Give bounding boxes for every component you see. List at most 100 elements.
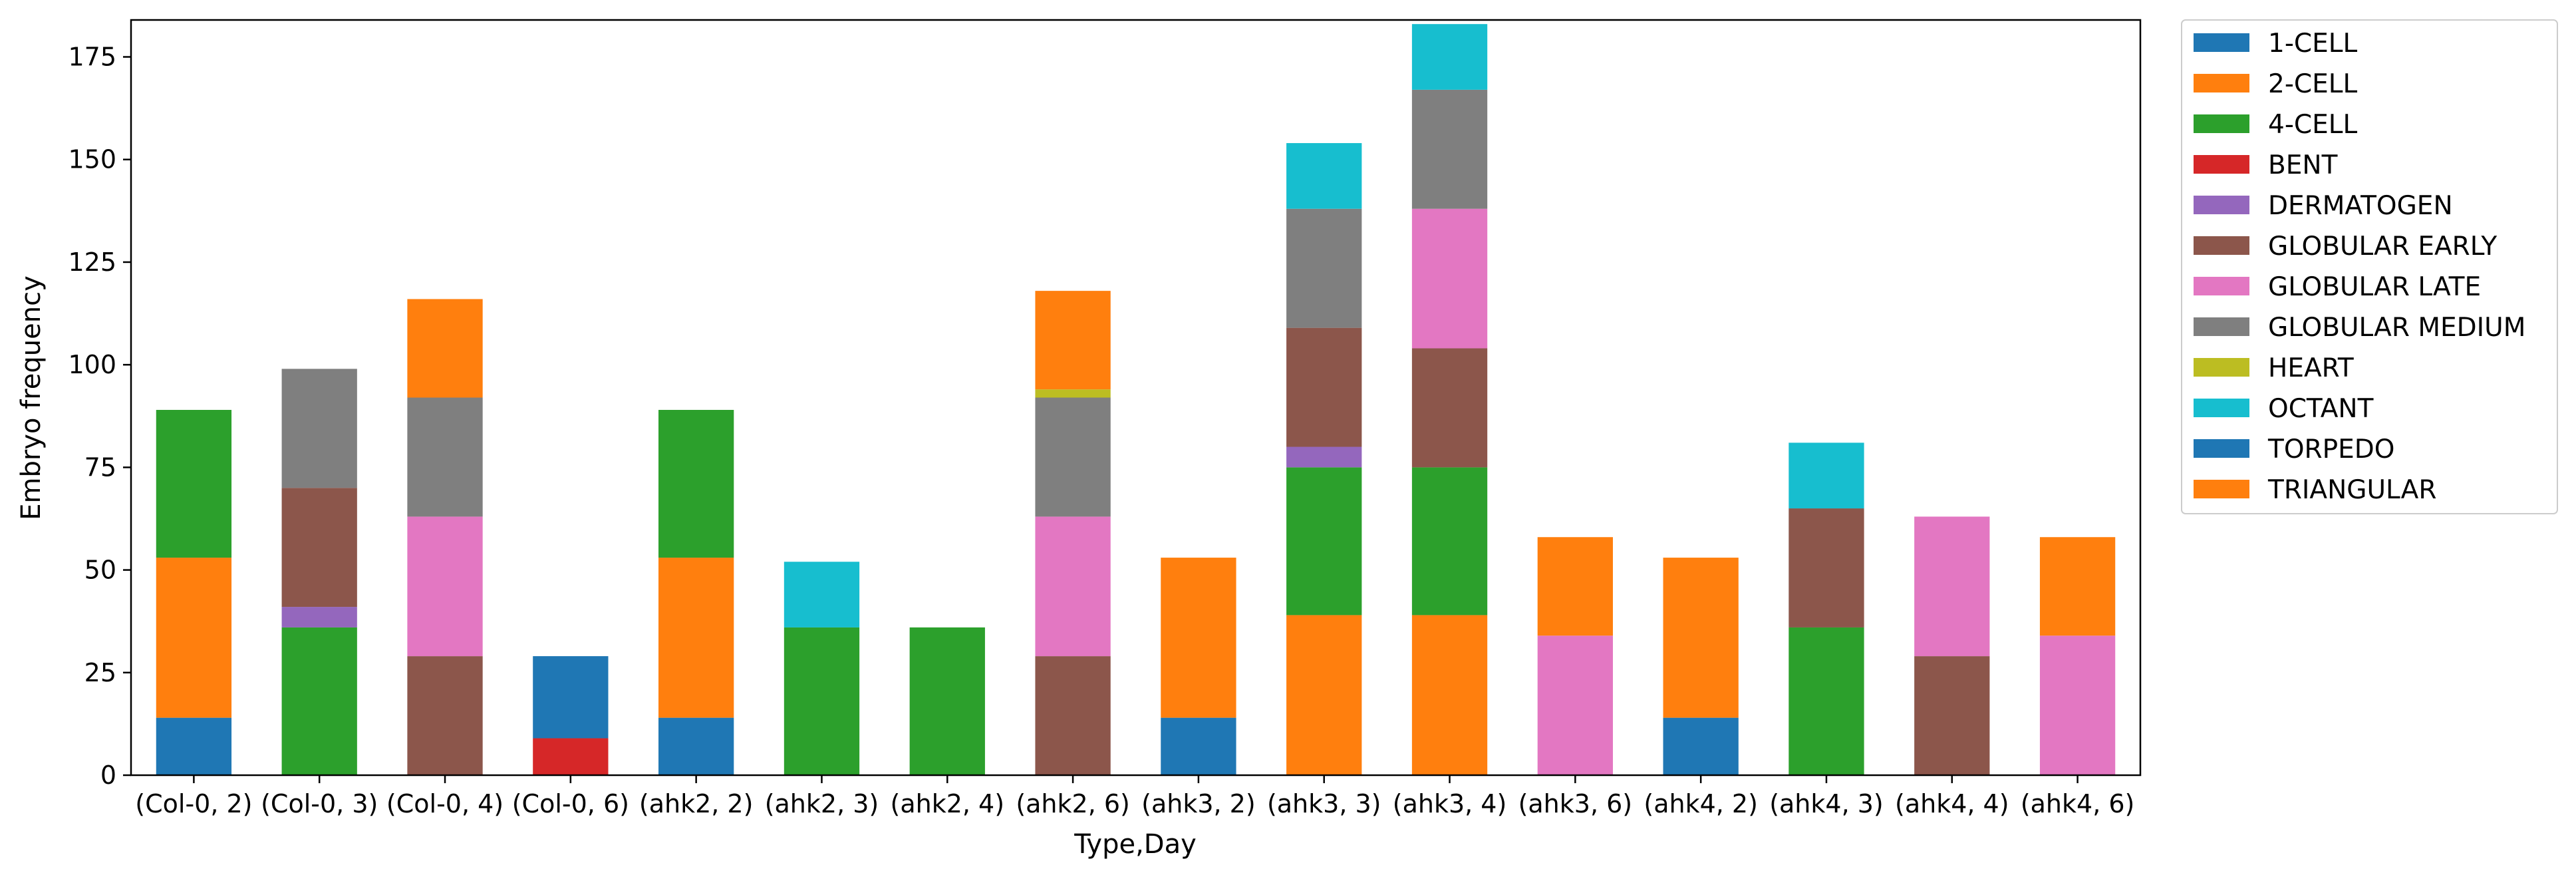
bar-segment-6-2 [909, 627, 985, 775]
bar-segment-0-1 [156, 558, 232, 718]
legend-label-1: 2-CELL [2268, 69, 2357, 99]
legend-label-2: 4-CELL [2268, 110, 2357, 140]
bar-segment-11-11 [1537, 537, 1613, 636]
legend-swatch-0 [2194, 33, 2249, 52]
bar-segment-13-9 [1789, 442, 1864, 509]
y-tick-label-0: 0 [100, 761, 116, 790]
x-tick-label-0: (Col-0, 2) [135, 789, 252, 818]
bar-segment-15-6 [2039, 635, 2116, 775]
legend-swatch-7 [2194, 317, 2249, 336]
bar-segment-0-0 [156, 717, 232, 775]
bar-segment-11-6 [1537, 635, 1613, 775]
legend-label-5: GLOBULAR EARLY [2268, 232, 2497, 262]
bar-segment-3-10 [533, 656, 609, 739]
bar-segment-5-2 [784, 627, 860, 775]
x-tick-label-11: (ahk3, 6) [1518, 789, 1633, 818]
bar-segment-9-4 [1286, 446, 1362, 468]
bar-segment-10-2 [1411, 467, 1488, 615]
legend-label-9: OCTANT [2268, 394, 2374, 424]
bar-segment-9-7 [1286, 208, 1362, 328]
legend-swatch-11 [2194, 480, 2249, 498]
x-tick-label-4: (ahk2, 2) [639, 789, 754, 818]
bar-segment-7-8 [1035, 389, 1111, 398]
x-tick-label-6: (ahk2, 4) [891, 789, 1005, 818]
x-tick-label-1: (Col-0, 3) [261, 789, 378, 818]
x-tick-label-13: (ahk4, 3) [1769, 789, 1884, 818]
legend-swatch-9 [2194, 399, 2249, 417]
x-tick-label-15: (ahk4, 6) [2021, 789, 2135, 818]
bar-segment-10-7 [1411, 89, 1488, 209]
x-tick-label-8: (ahk3, 2) [1141, 789, 1256, 818]
bar-segment-1-7 [281, 369, 357, 488]
bar-segment-1-4 [281, 607, 357, 627]
bar-segment-12-0 [1663, 717, 1739, 775]
bar-segment-2-11 [407, 299, 483, 398]
x-tick-label-12: (ahk4, 2) [1644, 789, 1758, 818]
x-tick-label-3: (Col-0, 6) [512, 789, 629, 818]
legend-items: 1-CELL 2-CELL 4-CELL BENT DERMATOGEN GLOBULAR… [2194, 29, 2525, 505]
bar-segment-10-9 [1411, 24, 1488, 90]
bar-segment-1-5 [281, 488, 357, 608]
x-tick-label-10: (ahk3, 4) [1393, 789, 1507, 818]
legend-swatch-2 [2194, 114, 2249, 133]
legend-swatch-6 [2194, 277, 2249, 295]
bar-segment-10-6 [1411, 208, 1488, 349]
legend-swatch-3 [2194, 155, 2249, 174]
y-tick-label-4: 100 [68, 350, 116, 379]
x-tick-label-7: (ahk2, 6) [1016, 789, 1130, 818]
plot-frame [130, 19, 2142, 777]
y-tick-label-3: 75 [84, 452, 116, 482]
x-tick-label-2: (Col-0, 4) [386, 789, 503, 818]
bar-segment-9-5 [1286, 327, 1362, 447]
bar-segment-4-0 [658, 717, 734, 775]
bar-segment-7-7 [1035, 397, 1111, 517]
bar-segment-8-0 [1161, 717, 1236, 775]
bar-segment-8-1 [1161, 558, 1236, 718]
bar-segment-7-6 [1035, 516, 1111, 657]
bar-segment-0-2 [156, 410, 232, 558]
legend-frame [2181, 19, 2558, 514]
bar-segment-9-1 [1286, 615, 1362, 775]
bar-segment-10-1 [1411, 615, 1488, 775]
x-axis: (Col-0, 2) (Col-0, 3) (Col-0, 4) (Col-0, 6)… [135, 775, 2134, 818]
y-tick-label-6: 150 [68, 145, 116, 174]
x-axis-title: Type,Day [1073, 829, 1197, 860]
y-tick-label-5: 125 [68, 248, 116, 277]
bar-segment-2-6 [407, 516, 483, 657]
bar-segment-10-5 [1411, 348, 1488, 468]
y-axis: 0 25 50 75 100 125 150 175 [68, 43, 131, 790]
legend-label-3: BENT [2268, 150, 2338, 180]
bar-segment-5-9 [784, 562, 860, 627]
bar-segment-3-3 [533, 738, 609, 775]
y-axis-title: Embryo frequency [16, 275, 47, 520]
bar-segment-12-1 [1663, 558, 1739, 718]
bar-segment-9-9 [1286, 143, 1362, 209]
legend-swatch-8 [2194, 358, 2249, 377]
y-tick-label-1: 25 [84, 658, 116, 687]
bar-segment-13-5 [1789, 508, 1864, 627]
legend-label-11: TRIANGULAR [2267, 475, 2436, 505]
bar-segment-9-2 [1286, 467, 1362, 615]
bar-segment-13-2 [1789, 627, 1864, 775]
x-tick-label-5: (ahk2, 3) [765, 789, 879, 818]
bar-segment-7-5 [1035, 656, 1111, 775]
x-tick-label-14: (ahk4, 4) [1895, 789, 2009, 818]
bar-segment-14-5 [1914, 656, 1990, 775]
legend-label-6: GLOBULAR LATE [2268, 272, 2481, 302]
bar-segment-4-2 [658, 410, 734, 558]
bar-segment-4-1 [658, 558, 734, 718]
bar-segment-7-11 [1035, 291, 1111, 390]
legend-label-0: 1-CELL [2268, 29, 2357, 59]
legend-label-8: HEART [2268, 353, 2354, 383]
x-tick-label-9: (ahk3, 3) [1267, 789, 1381, 818]
bar-segment-2-5 [407, 656, 483, 775]
bar-segment-1-2 [281, 627, 357, 775]
bars-layer [156, 24, 2116, 775]
legend-swatch-1 [2194, 74, 2249, 92]
y-tick-label-7: 175 [68, 43, 116, 72]
bar-segment-14-6 [1914, 516, 1990, 657]
legend-swatch-5 [2194, 236, 2249, 255]
y-tick-label-2: 50 [84, 556, 116, 585]
legend-swatch-10 [2194, 439, 2249, 458]
